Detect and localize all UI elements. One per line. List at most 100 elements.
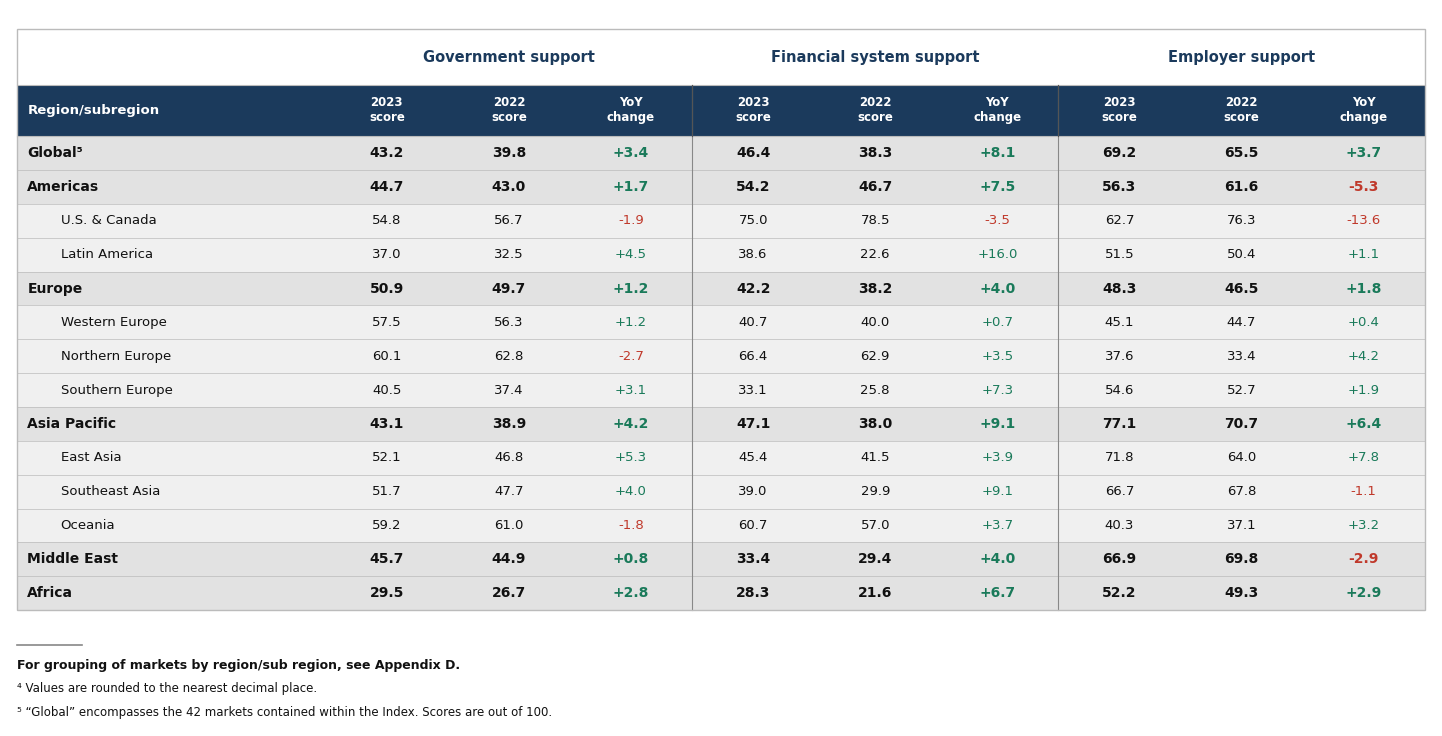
Text: Government support: Government support	[423, 49, 596, 65]
Text: 76.3: 76.3	[1227, 214, 1256, 227]
Text: 61.6: 61.6	[1224, 180, 1259, 194]
Text: +0.7: +0.7	[982, 316, 1014, 329]
Text: 54.8: 54.8	[372, 214, 401, 227]
Text: +3.2: +3.2	[1348, 519, 1380, 532]
Text: Employer support: Employer support	[1168, 49, 1315, 65]
Text: 64.0: 64.0	[1227, 451, 1256, 464]
Text: U.S. & Canada: U.S. & Canada	[61, 214, 156, 227]
Text: 60.1: 60.1	[372, 350, 401, 363]
Text: 43.2: 43.2	[369, 146, 404, 160]
Text: 50.4: 50.4	[1227, 248, 1256, 261]
Text: 43.0: 43.0	[492, 180, 526, 194]
Text: +3.7: +3.7	[981, 519, 1014, 532]
Bar	[17, 29, 1425, 610]
Text: 37.1: 37.1	[1227, 519, 1256, 532]
Text: -2.9: -2.9	[1348, 552, 1379, 567]
Text: 52.2: 52.2	[1102, 586, 1136, 601]
Text: 52.1: 52.1	[372, 451, 402, 464]
Text: 47.1: 47.1	[735, 417, 770, 431]
Text: 66.7: 66.7	[1105, 485, 1133, 498]
Text: Global⁵: Global⁵	[27, 146, 84, 160]
Text: Americas: Americas	[27, 180, 99, 194]
Text: 33.4: 33.4	[1227, 350, 1256, 363]
Text: +16.0: +16.0	[978, 248, 1018, 261]
Bar	[17, 339, 1425, 373]
Text: 44.7: 44.7	[369, 180, 404, 194]
Text: Southern Europe: Southern Europe	[61, 383, 173, 397]
Text: 75.0: 75.0	[738, 214, 769, 227]
Text: Southeast Asia: Southeast Asia	[61, 485, 160, 498]
Text: 2023
score: 2023 score	[369, 96, 405, 124]
Text: -3.5: -3.5	[985, 214, 1011, 227]
Text: 21.6: 21.6	[858, 586, 893, 601]
Text: 51.5: 51.5	[1105, 248, 1135, 261]
Text: -1.9: -1.9	[619, 214, 645, 227]
Bar	[17, 475, 1425, 509]
Text: Region/subregion: Region/subregion	[27, 104, 160, 117]
Text: +0.4: +0.4	[1348, 316, 1380, 329]
Text: +7.5: +7.5	[979, 180, 1015, 194]
Text: 37.0: 37.0	[372, 248, 401, 261]
Text: 62.8: 62.8	[495, 350, 523, 363]
Text: 2023
score: 2023 score	[735, 96, 771, 124]
Text: 56.3: 56.3	[1102, 180, 1136, 194]
Text: 69.8: 69.8	[1224, 552, 1259, 567]
Text: +4.0: +4.0	[979, 281, 1015, 296]
Text: +6.4: +6.4	[1345, 417, 1381, 431]
Text: -1.8: -1.8	[619, 519, 645, 532]
Text: 29.9: 29.9	[861, 485, 890, 498]
Text: +3.1: +3.1	[614, 383, 647, 397]
Text: 70.7: 70.7	[1224, 417, 1259, 431]
Text: 57.5: 57.5	[372, 316, 402, 329]
Text: +4.2: +4.2	[613, 417, 649, 431]
Text: +7.3: +7.3	[981, 383, 1014, 397]
Text: 2022
score: 2022 score	[1224, 96, 1259, 124]
Text: Africa: Africa	[27, 586, 74, 601]
Text: 40.7: 40.7	[738, 316, 767, 329]
Text: 22.6: 22.6	[861, 248, 890, 261]
Text: 62.9: 62.9	[861, 350, 890, 363]
Text: +1.1: +1.1	[1348, 248, 1380, 261]
Bar	[17, 441, 1425, 475]
Text: 25.8: 25.8	[861, 383, 890, 397]
Text: 60.7: 60.7	[738, 519, 767, 532]
Text: 28.3: 28.3	[735, 586, 770, 601]
Bar	[17, 542, 1425, 576]
Text: 33.4: 33.4	[735, 552, 770, 567]
Text: 49.7: 49.7	[492, 281, 526, 296]
Text: +4.5: +4.5	[616, 248, 647, 261]
Text: 46.7: 46.7	[858, 180, 893, 194]
Text: 71.8: 71.8	[1105, 451, 1135, 464]
Text: 40.0: 40.0	[861, 316, 890, 329]
Text: 52.7: 52.7	[1227, 383, 1256, 397]
Text: 78.5: 78.5	[861, 214, 890, 227]
Bar	[17, 85, 1425, 136]
Text: 67.8: 67.8	[1227, 485, 1256, 498]
Text: Oceania: Oceania	[61, 519, 115, 532]
Text: 39.8: 39.8	[492, 146, 526, 160]
Text: 66.4: 66.4	[738, 350, 767, 363]
Text: 57.0: 57.0	[861, 519, 890, 532]
Text: 32.5: 32.5	[495, 248, 523, 261]
Text: 46.5: 46.5	[1224, 281, 1259, 296]
Text: 41.5: 41.5	[861, 451, 890, 464]
Text: 39.0: 39.0	[738, 485, 767, 498]
Bar	[17, 407, 1425, 441]
Bar	[17, 373, 1425, 407]
Text: 65.5: 65.5	[1224, 146, 1259, 160]
Text: 54.2: 54.2	[735, 180, 770, 194]
Text: +3.4: +3.4	[613, 146, 649, 160]
Text: 38.0: 38.0	[858, 417, 893, 431]
Text: 45.7: 45.7	[369, 552, 404, 567]
Text: +5.3: +5.3	[614, 451, 647, 464]
Text: 48.3: 48.3	[1102, 281, 1136, 296]
Text: +1.9: +1.9	[1348, 383, 1380, 397]
Text: 2022
score: 2022 score	[858, 96, 893, 124]
Text: YoY
change: YoY change	[607, 96, 655, 124]
Text: ⁵ “Global” encompasses the 42 markets contained within the Index. Scores are out: ⁵ “Global” encompasses the 42 markets co…	[17, 706, 552, 719]
Text: 38.3: 38.3	[858, 146, 893, 160]
Text: 61.0: 61.0	[495, 519, 523, 532]
Bar	[17, 238, 1425, 272]
Text: East Asia: East Asia	[61, 451, 121, 464]
Text: +3.5: +3.5	[981, 350, 1014, 363]
